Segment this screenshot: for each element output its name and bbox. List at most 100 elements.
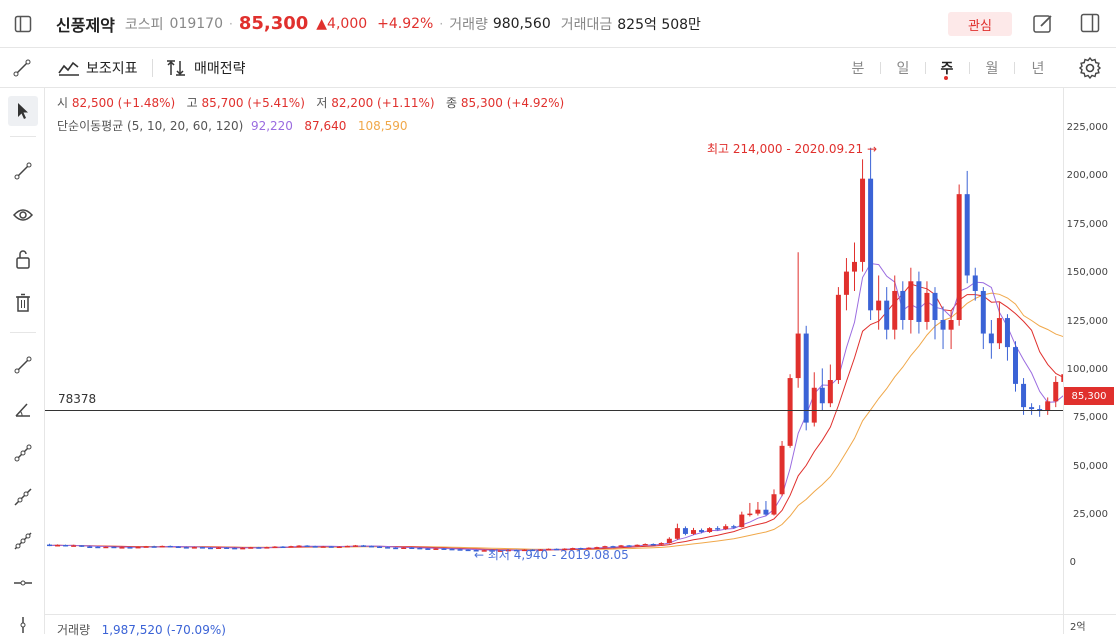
- candle: [1045, 401, 1051, 411]
- y-tick: 100,000: [1066, 364, 1108, 375]
- candle: [578, 548, 584, 550]
- candle: [135, 546, 141, 549]
- candle: [852, 261, 857, 272]
- lock-tool[interactable]: [8, 244, 38, 274]
- tool-divider: [10, 332, 36, 333]
- open-label: 시: [57, 96, 69, 110]
- angle-tool[interactable]: [8, 394, 38, 424]
- period-month[interactable]: 월: [985, 61, 999, 77]
- line-tool[interactable]: [8, 350, 38, 380]
- candle: [377, 546, 383, 549]
- candle: [320, 546, 326, 548]
- candle: [103, 546, 109, 549]
- candle: [1021, 383, 1027, 408]
- strategy-button[interactable]: 매매전략: [166, 48, 246, 88]
- indicators-button[interactable]: 보조지표: [58, 48, 138, 88]
- horizontal-line-tool[interactable]: [8, 568, 38, 598]
- ray-tool[interactable]: [8, 438, 38, 468]
- draw-line-tool[interactable]: [12, 48, 32, 88]
- candle: [55, 544, 61, 547]
- period-year[interactable]: 년: [1031, 61, 1045, 77]
- candle: [481, 550, 487, 552]
- trendline-tool[interactable]: [8, 156, 38, 186]
- candle: [650, 543, 656, 546]
- stock-header: 신풍제약 코스피 019170 · 85,300 ▲4,000 +4.92% ·…: [0, 0, 1116, 48]
- candle: [618, 545, 624, 547]
- price-change-pct: +4.92%: [377, 15, 434, 32]
- extended-line-tool[interactable]: [8, 482, 38, 512]
- candle: [280, 546, 286, 549]
- price-axis[interactable]: 225,000 200,000 175,000 150,000 125,000 …: [1063, 88, 1116, 634]
- candle: [932, 292, 938, 320]
- candle: [682, 528, 688, 534]
- candle: [79, 545, 85, 547]
- candle: [755, 509, 761, 514]
- candle: [369, 545, 374, 548]
- extended-line-icon: [14, 488, 32, 506]
- candle: [642, 543, 648, 546]
- candle: [787, 378, 793, 446]
- cursor-tool[interactable]: [8, 96, 38, 126]
- delete-tool[interactable]: [8, 288, 38, 318]
- horizontal-line-icon: [14, 580, 32, 586]
- panel-toggle-icon[interactable]: [1080, 13, 1100, 37]
- candle: [401, 547, 407, 549]
- trash-icon: [16, 293, 30, 312]
- candle: [940, 320, 946, 330]
- candle: [803, 333, 809, 423]
- candle: [908, 281, 914, 320]
- separator-dot: ·: [439, 16, 444, 31]
- candle: [707, 528, 713, 532]
- candle: [256, 547, 262, 549]
- favorite-button[interactable]: 관심: [948, 12, 1012, 36]
- candle: [71, 545, 77, 547]
- candle: [924, 292, 930, 322]
- period-divider: [969, 62, 970, 74]
- candle: [417, 547, 423, 550]
- period-minute[interactable]: 분: [851, 61, 865, 77]
- ma-label: 단순이동평균 (5, 10, 20, 60, 120): [57, 119, 244, 133]
- candle: [747, 513, 753, 516]
- line-icon: [14, 356, 32, 374]
- candle: [159, 545, 165, 548]
- edit-icon[interactable]: [1032, 13, 1054, 39]
- candle: [546, 548, 552, 551]
- candle: [586, 547, 592, 550]
- candle: [167, 545, 173, 548]
- horizontal-line-label: 78378: [58, 392, 97, 406]
- candle: [409, 547, 415, 549]
- vertical-line-tool[interactable]: [8, 608, 38, 638]
- parallel-channel-tool[interactable]: [8, 526, 38, 556]
- candle: [344, 545, 350, 548]
- close-label: 종: [446, 96, 458, 110]
- settings-gear-icon[interactable]: [1078, 56, 1102, 84]
- period-day[interactable]: 일: [896, 61, 910, 77]
- candle: [763, 509, 769, 515]
- candle: [385, 547, 391, 549]
- line-tool-icon: [13, 59, 31, 77]
- candlestick-chart[interactable]: [45, 88, 1063, 614]
- volume-legend: 거래량 1,987,520 (-70.09%): [57, 621, 226, 638]
- volume-panel-divider: [45, 614, 1116, 615]
- visibility-tool[interactable]: [8, 200, 38, 230]
- candle: [288, 546, 294, 548]
- period-week[interactable]: 주: [940, 61, 954, 77]
- amount-label: 거래대금: [560, 16, 613, 33]
- candle: [610, 546, 616, 548]
- candle: [63, 544, 69, 547]
- candle: [87, 546, 93, 549]
- ohlc-legend: 시 82,500 (+1.48%) 고 85,700 (+5.41%) 저 82…: [57, 94, 564, 111]
- moving-average-legend[interactable]: 단순이동평균 (5, 10, 20, 60, 120) 92,220 87,64…: [57, 117, 407, 134]
- candle: [441, 548, 447, 550]
- tool-divider: [10, 136, 36, 137]
- strategy-label: 매매전략: [194, 61, 246, 77]
- close-value: 85,300 (+4.92%): [460, 96, 565, 110]
- sidebar-toggle-icon[interactable]: [0, 0, 46, 48]
- y-tick: 50,000: [1073, 461, 1108, 472]
- toolbar-divider: [152, 59, 153, 77]
- candle: [393, 547, 399, 550]
- candle: [127, 547, 133, 549]
- horizontal-price-line[interactable]: [45, 410, 1063, 411]
- y-tick: 125,000: [1066, 316, 1108, 327]
- candle: [513, 549, 519, 552]
